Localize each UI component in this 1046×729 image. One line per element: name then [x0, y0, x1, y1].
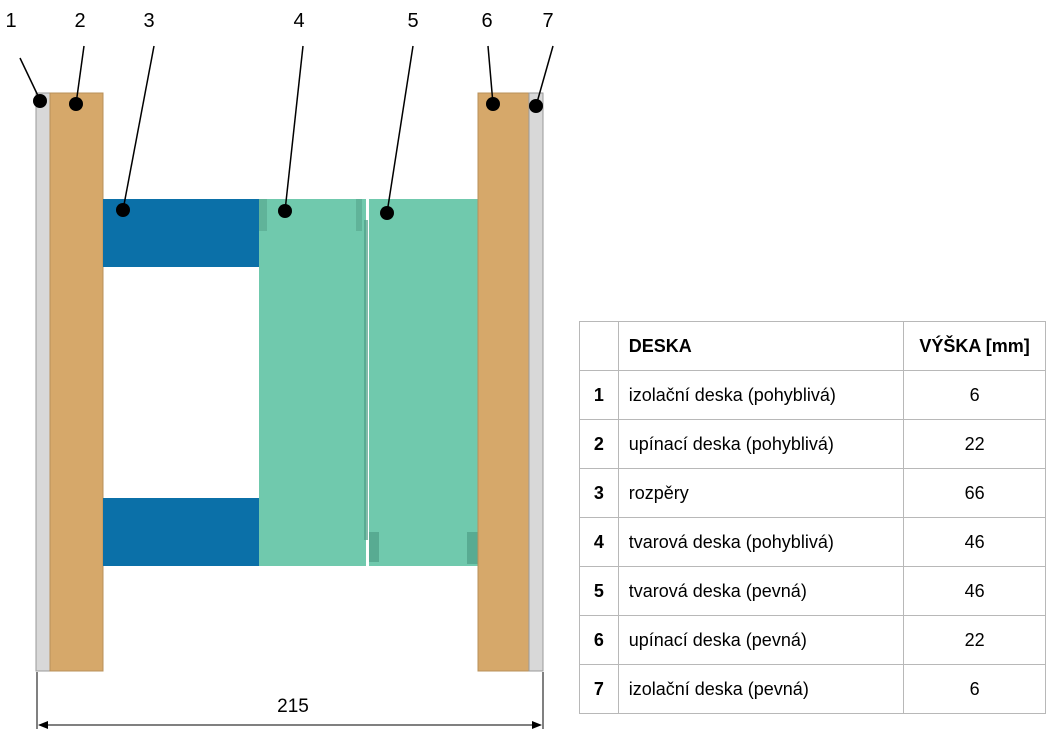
- row-number: 5: [579, 566, 619, 616]
- leader-line: [487, 45, 494, 105]
- row-number: 6: [579, 615, 619, 665]
- callout-dot: [278, 204, 292, 218]
- leader-line: [122, 45, 155, 211]
- row-number: 7: [579, 664, 619, 714]
- plate-height: 66: [903, 468, 1046, 518]
- column-header-number: [579, 321, 619, 371]
- plate-name: tvarová deska (pevná): [617, 566, 905, 616]
- leader-line: [284, 45, 304, 212]
- dimension-label: 215: [277, 696, 309, 717]
- plate-height: 6: [903, 370, 1046, 420]
- plate-name: izolační deska (pevná): [617, 664, 905, 714]
- callout-number-2: 2: [74, 10, 85, 32]
- leader-line: [386, 45, 414, 214]
- spacer-bottom: [103, 498, 259, 566]
- callout-dot: [529, 99, 543, 113]
- table-row: 3 rozpěry 66: [579, 468, 1046, 518]
- cavity-detail: [467, 532, 478, 564]
- callout-number-4: 4: [293, 10, 304, 32]
- column-header-height: VÝŠKA [mm]: [903, 321, 1046, 371]
- callout-number-3: 3: [143, 10, 154, 32]
- table-row: 5 tvarová deska (pevná) 46: [579, 566, 1046, 616]
- plate-name: tvarová deska (pohyblivá): [617, 517, 905, 567]
- leader-line: [75, 45, 85, 105]
- callout-number-7: 7: [542, 10, 553, 32]
- cavity-detail: [369, 532, 379, 562]
- clamping-plate-fixed: [477, 92, 530, 672]
- table-row: 7 izolační deska (pevná) 6: [579, 664, 1046, 714]
- callout-number-5: 5: [407, 10, 418, 32]
- plate-height: 22: [903, 419, 1046, 469]
- plate-height: 22: [903, 615, 1046, 665]
- insulation-plate-moving: [35, 92, 51, 672]
- insulation-plate-fixed: [528, 92, 544, 672]
- cavity-detail: [259, 199, 267, 231]
- plate-table: DESKA VÝŠKA [mm] 1 izolační deska (pohyb…: [579, 321, 1046, 714]
- table-header-row: DESKA VÝŠKA [mm]: [579, 321, 1046, 371]
- row-number: 1: [579, 370, 619, 420]
- plate-name: upínací deska (pevná): [617, 615, 905, 665]
- callout-number-6: 6: [481, 10, 492, 32]
- callout-dot: [33, 94, 47, 108]
- plate-name: rozpěry: [617, 468, 905, 518]
- plate-name: izolační deska (pohyblivá): [617, 370, 905, 420]
- column-header-plate: DESKA: [617, 321, 905, 371]
- callout-dot: [69, 97, 83, 111]
- leader-line: [535, 45, 554, 107]
- callout-dot: [116, 203, 130, 217]
- plate-height: 46: [903, 566, 1046, 616]
- callout-number-1: 1: [5, 10, 16, 32]
- plate-height: 46: [903, 517, 1046, 567]
- cavity-plate-fixed: [369, 199, 478, 566]
- leader-line: [19, 57, 41, 101]
- cavity-plate-moving: [259, 199, 366, 566]
- plate-name: upínací deska (pohyblivá): [617, 419, 905, 469]
- row-number: 3: [579, 468, 619, 518]
- cavity-detail: [356, 199, 362, 231]
- clamping-plate-moving: [49, 92, 104, 672]
- row-number: 2: [579, 419, 619, 469]
- table-row: 6 upínací deska (pevná) 22: [579, 615, 1046, 665]
- row-number: 4: [579, 517, 619, 567]
- callout-dot: [486, 97, 500, 111]
- plate-height: 6: [903, 664, 1046, 714]
- table-row: 4 tvarová deska (pohyblivá) 46: [579, 517, 1046, 567]
- table-row: 1 izolační deska (pohyblivá) 6: [579, 370, 1046, 420]
- callout-dot: [380, 206, 394, 220]
- table-row: 2 upínací deska (pohyblivá) 22: [579, 419, 1046, 469]
- cavity-detail: [364, 220, 368, 540]
